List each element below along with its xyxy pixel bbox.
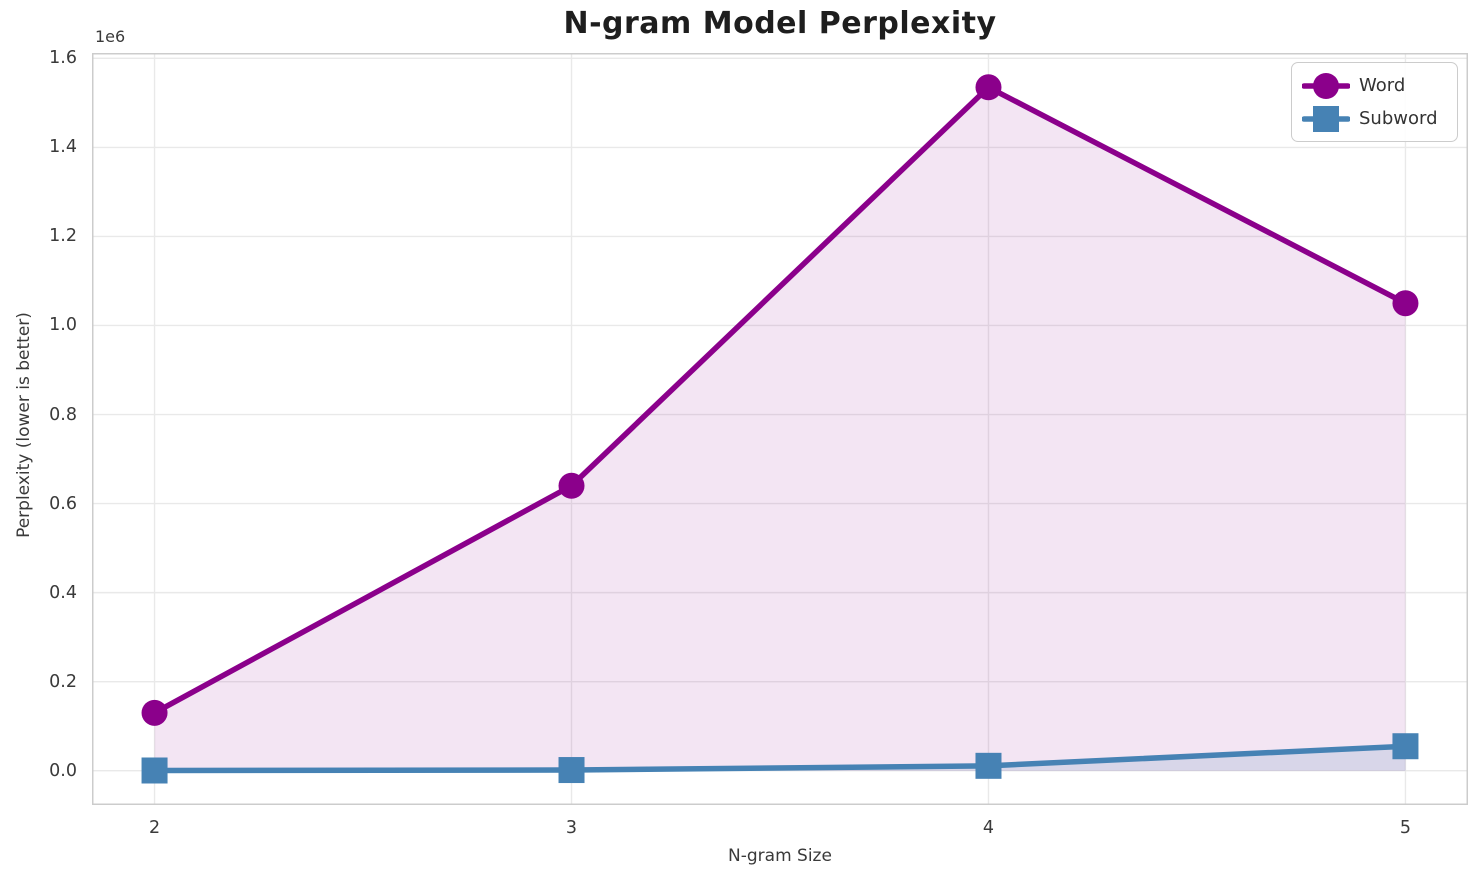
- square-marker-icon: [1302, 105, 1350, 132]
- series-line-subword: [151, 743, 1409, 774]
- y-tick-label: 1.4: [49, 137, 77, 158]
- data-point-subword: [141, 757, 168, 784]
- legend-item-word: Word: [1302, 69, 1447, 102]
- plot-area: [92, 53, 1468, 805]
- circle-marker-icon: [1302, 72, 1350, 99]
- x-tick-label: 4: [982, 818, 995, 838]
- data-point-word: [141, 699, 168, 726]
- data-point-subword: [558, 757, 585, 784]
- series-fill-word: [154, 87, 1406, 771]
- y-axis-offset-label: 1e6: [95, 27, 126, 46]
- data-point-subword: [975, 752, 1002, 779]
- x-axis-label: N-gram Size: [728, 846, 832, 866]
- legend-item-subword: Subword: [1302, 102, 1447, 135]
- y-tick-label: 1.0: [49, 315, 77, 336]
- x-tick-label: 3: [565, 818, 578, 838]
- y-tick-label: 0.6: [49, 493, 77, 514]
- legend-label: Subword: [1359, 108, 1438, 129]
- series-fill-subword: [154, 746, 1406, 771]
- y-tick-label: 1.6: [49, 48, 77, 69]
- series-line-word: [151, 84, 1409, 716]
- y-tick-label: 0.8: [49, 404, 77, 425]
- data-point-word: [975, 74, 1002, 101]
- x-tick-label: 5: [1399, 818, 1412, 838]
- chart-title: N-gram Model Perplexity: [563, 6, 997, 41]
- y-tick-label: 0.4: [49, 582, 77, 603]
- data-point-word: [1392, 290, 1419, 317]
- y-tick-label: 1.2: [49, 226, 77, 247]
- data-point-word: [558, 472, 585, 499]
- legend: Word Subword: [1291, 62, 1458, 142]
- y-tick-label: 0.2: [49, 671, 77, 692]
- y-tick-label: 0.0: [49, 760, 77, 781]
- plot-spines: [92, 53, 1468, 805]
- legend-label: Word: [1359, 75, 1406, 96]
- x-tick-label: 2: [148, 818, 161, 838]
- data-point-subword: [1392, 733, 1419, 760]
